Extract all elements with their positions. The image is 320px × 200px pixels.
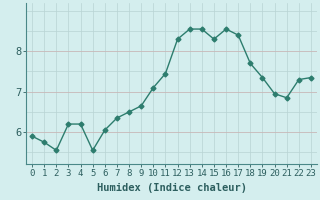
X-axis label: Humidex (Indice chaleur): Humidex (Indice chaleur) (97, 183, 246, 193)
